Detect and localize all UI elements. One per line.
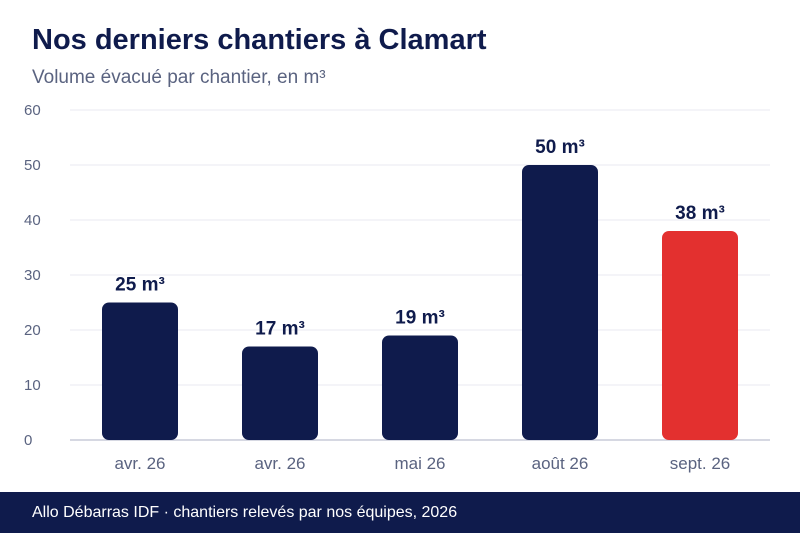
bar — [382, 335, 458, 440]
y-tick-label: 40 — [24, 212, 41, 229]
x-tick-label: avr. 26 — [114, 454, 165, 473]
y-tick-label: 10 — [24, 377, 41, 394]
footer-source: Allo Débarras IDF · chantiers relevés pa… — [32, 504, 458, 521]
bar — [522, 165, 598, 440]
bar — [242, 346, 318, 440]
y-tick-label: 0 — [24, 432, 32, 449]
data-label: 38 m³ — [675, 203, 725, 224]
chart-title: Nos derniers chantiers à Clamart — [32, 24, 487, 56]
x-tick-label: sept. 26 — [670, 454, 731, 473]
data-label: 50 m³ — [535, 137, 585, 158]
y-tick-label: 30 — [24, 267, 41, 284]
y-tick-label: 20 — [24, 322, 41, 339]
x-tick-label: août 26 — [532, 454, 589, 473]
x-tick-label: avr. 26 — [254, 454, 305, 473]
data-label: 25 m³ — [115, 275, 165, 296]
data-label: 17 m³ — [255, 319, 305, 340]
y-tick-label: 50 — [24, 157, 41, 174]
y-tick-label: 60 — [24, 102, 41, 119]
bar — [662, 231, 738, 440]
data-label: 19 m³ — [395, 308, 445, 329]
footer-bar: Allo Débarras IDF · chantiers relevés pa… — [0, 492, 800, 533]
bar — [102, 302, 178, 440]
bar-chart: 0 10 20 30 40 50 60 25 m³ avr. 26 17 m³ avr. 26 19 … — [24, 102, 770, 473]
chart-subtitle: Volume évacué par chantier, en m³ — [32, 67, 326, 88]
x-tick-label: mai 26 — [394, 454, 445, 473]
